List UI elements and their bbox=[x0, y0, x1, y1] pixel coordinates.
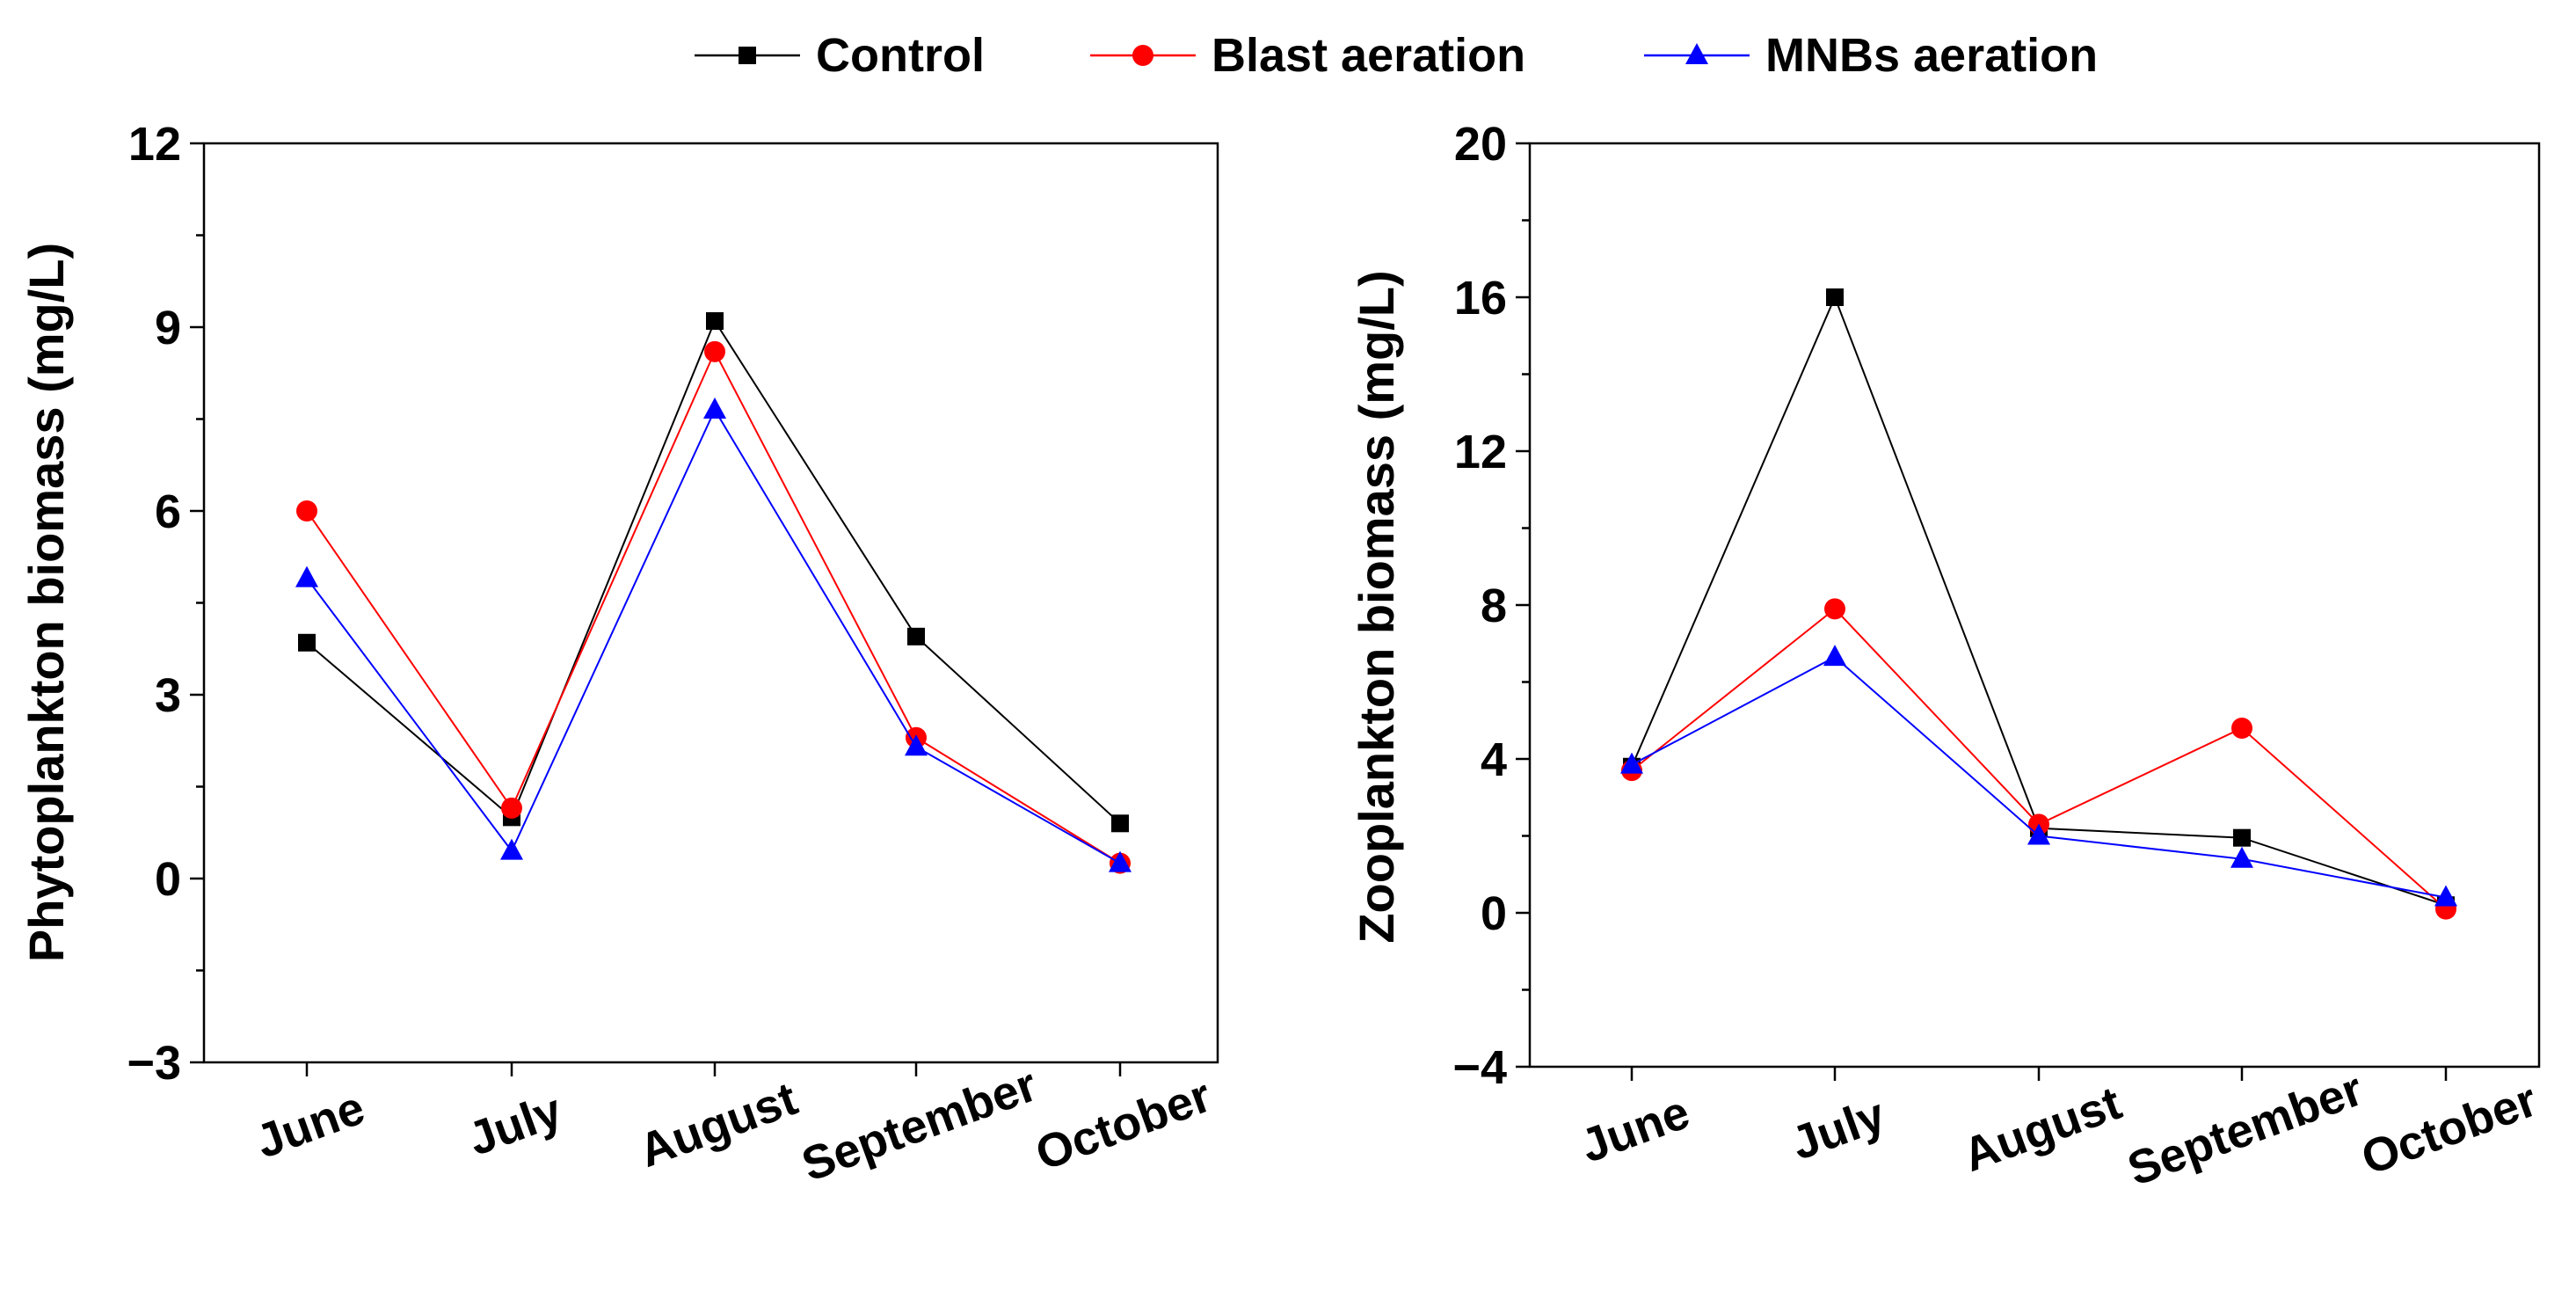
plot-frame bbox=[202, 142, 1219, 1064]
data-point-mnbs-aeration-august bbox=[703, 398, 726, 419]
series-line-mnbs-aeration bbox=[1631, 655, 2447, 899]
y-tick-label: 9 bbox=[155, 302, 181, 354]
legend-item-control: Control bbox=[695, 29, 985, 82]
data-point-mnbs-aeration-september bbox=[2230, 846, 2253, 868]
data-point-control-july bbox=[1826, 288, 1844, 306]
series-line-blast-aeration bbox=[306, 349, 1121, 864]
legend: Control Blast aeration MNBs aeration bbox=[695, 29, 2098, 82]
legend-item-mnbs-aeration: MNBs aeration bbox=[1644, 29, 2098, 82]
legend-label: Control bbox=[816, 29, 985, 82]
y-tick-label: 8 bbox=[1481, 580, 1507, 632]
x-tick-label-july: July bbox=[1785, 1088, 1892, 1170]
data-point-mnbs-aeration-june bbox=[295, 565, 318, 587]
series-mnbs-aeration bbox=[295, 398, 1132, 872]
y-tick-label: 6 bbox=[155, 485, 181, 538]
series-mnbs-aeration bbox=[1620, 645, 2457, 907]
series-blast-aeration bbox=[1621, 598, 2456, 920]
y-tick-label: −3 bbox=[127, 1037, 181, 1090]
plot-frame bbox=[1528, 142, 2541, 1069]
data-point-mnbs-aeration-july bbox=[500, 838, 523, 860]
data-point-mnbs-aeration-august bbox=[2027, 823, 2050, 845]
y-tick-label: 3 bbox=[155, 669, 181, 722]
data-point-blast-aeration-june bbox=[296, 500, 317, 522]
x-tick-label-october: October bbox=[2354, 1073, 2543, 1185]
y-tick-label: 16 bbox=[1454, 272, 1507, 325]
data-point-control-september bbox=[2233, 828, 2251, 847]
legend-marker-square bbox=[739, 47, 756, 64]
series-line-mnbs-aeration bbox=[306, 407, 1121, 864]
legend-item-blast-aeration: Blast aeration bbox=[1090, 29, 1525, 82]
x-tick-label-september: September bbox=[795, 1058, 1044, 1192]
x-tick-label-august: August bbox=[632, 1072, 804, 1178]
legend-label: MNBs aeration bbox=[1765, 29, 2098, 82]
data-point-control-august bbox=[706, 312, 724, 331]
data-point-mnbs-aeration-june bbox=[1620, 752, 1643, 774]
y-tick-label: 12 bbox=[1454, 426, 1507, 478]
x-tick-label-june: June bbox=[1574, 1085, 1696, 1172]
legend-marker-circle bbox=[1132, 45, 1153, 66]
data-point-blast-aeration-september bbox=[2231, 718, 2252, 739]
data-point-mnbs-aeration-july bbox=[1823, 645, 1846, 667]
legend-label: Blast aeration bbox=[1212, 29, 1525, 82]
data-point-blast-aeration-july bbox=[1824, 598, 1845, 620]
y-axis-label: Zooplankton biomass (mg/L) bbox=[1349, 270, 1404, 943]
x-tick-label-october: October bbox=[1029, 1069, 1218, 1180]
data-point-control-september bbox=[907, 627, 925, 646]
y-tick-label: −4 bbox=[1452, 1041, 1507, 1094]
y-tick-label: 0 bbox=[155, 853, 181, 906]
x-tick-label-september: September bbox=[2121, 1062, 2369, 1196]
y-tick-label: 20 bbox=[1454, 118, 1507, 171]
y-axis-label: Phytoplankton biomass (mg/L) bbox=[18, 243, 74, 962]
zooplankton-chart: −4 0 4 8 12 16 20 June July AugustSeptemberOctobe… bbox=[1349, 118, 2543, 1196]
y-tick-label: 4 bbox=[1481, 733, 1507, 786]
series-line-control bbox=[306, 318, 1121, 825]
data-point-mnbs-aeration-october bbox=[1109, 850, 1132, 872]
x-tick-label-july: July bbox=[462, 1083, 569, 1165]
data-point-control-june bbox=[298, 633, 316, 652]
y-tick-label: 0 bbox=[1481, 887, 1507, 940]
series-blast-aeration bbox=[296, 340, 1131, 874]
data-point-mnbs-aeration-october bbox=[2434, 885, 2457, 907]
data-point-blast-aeration-july bbox=[501, 797, 522, 819]
legend-marker-triangle bbox=[1685, 43, 1708, 64]
data-point-blast-aeration-august bbox=[704, 340, 725, 362]
y-tick-label: 12 bbox=[128, 118, 181, 171]
series-control bbox=[298, 312, 1129, 833]
x-tick-label-august: August bbox=[1956, 1076, 2128, 1182]
x-tick-label-june: June bbox=[249, 1081, 371, 1168]
data-point-mnbs-aeration-september bbox=[905, 734, 928, 756]
data-point-control-october bbox=[1111, 814, 1129, 833]
